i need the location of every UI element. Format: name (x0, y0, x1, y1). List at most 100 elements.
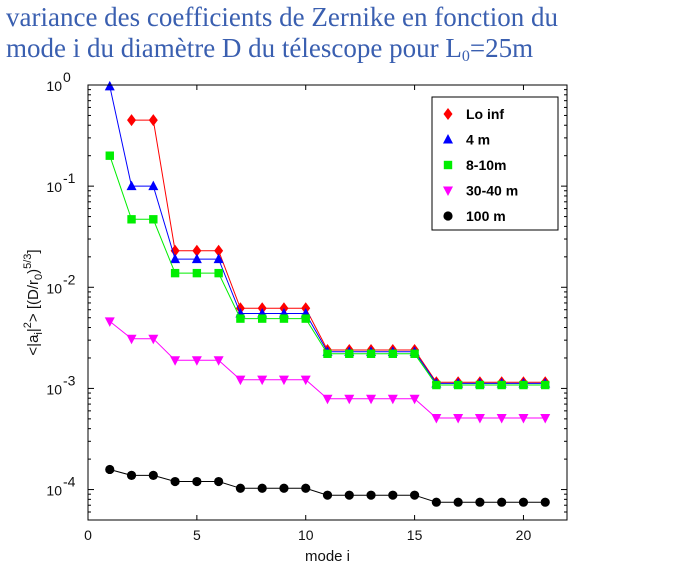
legend-marker (443, 211, 453, 221)
data-point (410, 349, 419, 358)
y-tick-label: 10 (46, 78, 62, 94)
y-tick-exponent: -2 (63, 271, 76, 287)
data-point (453, 497, 463, 507)
data-point (235, 483, 246, 493)
data-point (387, 394, 398, 405)
data-point (214, 476, 224, 487)
data-point (453, 380, 463, 390)
data-point (127, 215, 136, 224)
data-point (170, 253, 181, 264)
title-line-2-subscript: 0 (461, 48, 470, 65)
x-axis-label: mode i (305, 548, 350, 565)
data-point (322, 394, 333, 405)
data-point (127, 114, 137, 127)
x-tick-label: 5 (193, 527, 201, 543)
data-point (301, 483, 311, 493)
data-point (170, 356, 181, 366)
title-line-2: mode i du diamètre D du télescope pour L… (6, 33, 674, 65)
data-point (104, 317, 115, 327)
data-point (540, 497, 550, 507)
data-point (191, 253, 202, 264)
y-tick-label: 10 (46, 280, 62, 296)
data-point (213, 356, 224, 366)
data-point (192, 476, 202, 487)
data-point (126, 470, 137, 481)
legend: Lo inf 4 m 8-10m 30-40 m 100 m (431, 96, 559, 231)
data-point (104, 80, 115, 91)
data-point (192, 244, 202, 257)
data-point (214, 268, 223, 278)
data-point (279, 483, 289, 493)
x-tick-label: 20 (516, 527, 532, 543)
data-point (148, 334, 159, 345)
y-axis-label-part: ] (25, 249, 42, 253)
legend-label: 30-40 m (466, 183, 518, 199)
data-point (541, 380, 550, 390)
y-tick-exponent: -3 (63, 372, 76, 388)
legend-marker (443, 186, 453, 196)
title-line-2-main: mode i du diamètre D du télescope pour L (6, 33, 462, 63)
data-point (322, 490, 333, 500)
data-point (540, 413, 551, 424)
data-point (366, 394, 377, 405)
x-tick-label: 10 (298, 527, 314, 543)
data-point (279, 314, 289, 323)
y-axis-label-part: 2 (22, 322, 34, 328)
data-point (388, 349, 398, 358)
legend-label: 100 m (466, 208, 506, 224)
data-point (257, 314, 267, 323)
data-point (475, 380, 485, 390)
data-point (345, 349, 354, 358)
y-axis-label: <|ai|2> [(D/r0)5/3] (22, 249, 45, 355)
y-axis-label-part: i (33, 332, 45, 334)
data-point (453, 413, 464, 424)
data-point (475, 497, 485, 507)
series-3 (104, 317, 551, 424)
data-point (148, 180, 159, 191)
series-layer (104, 80, 551, 507)
data-point (518, 497, 529, 507)
data-point (300, 375, 311, 386)
data-point (170, 476, 180, 487)
y-tick-label: 10 (46, 179, 62, 195)
data-point (409, 394, 420, 405)
data-point (497, 380, 506, 390)
data-point (235, 375, 246, 386)
data-point (431, 413, 442, 424)
y-tick-exponent: 0 (63, 69, 71, 85)
data-point (519, 380, 528, 390)
data-point (432, 380, 441, 390)
data-point (257, 483, 267, 493)
data-point (301, 314, 310, 323)
y-tick-label: 10 (46, 381, 62, 397)
data-point (431, 497, 441, 507)
data-point (409, 490, 420, 500)
data-point (126, 334, 137, 345)
data-point (214, 244, 224, 257)
data-point (148, 470, 158, 481)
data-point (126, 180, 137, 191)
data-point (149, 215, 158, 224)
legend-label: 8-10m (466, 157, 506, 173)
data-point (236, 314, 245, 323)
legend-box (431, 96, 559, 231)
y-axis-label-part: <|a (25, 334, 42, 356)
data-point (192, 268, 202, 278)
series-2 (105, 151, 550, 390)
data-point (148, 114, 158, 127)
data-point (366, 490, 376, 500)
y-tick-label: 10 (46, 483, 62, 499)
y-axis-label-part: | (25, 328, 42, 332)
x-tick-label: 0 (84, 527, 92, 543)
legend-label: Lo inf (466, 106, 504, 122)
y-tick-exponent: -1 (63, 170, 76, 186)
data-point (518, 413, 529, 424)
x-tick-label: 15 (407, 527, 423, 543)
data-point (170, 244, 180, 257)
legend-marker (443, 160, 453, 170)
legend-marker (443, 108, 453, 120)
series-4 (105, 464, 550, 507)
data-point (213, 253, 224, 264)
chart-title: variance des coefficients de Zernike en … (6, 2, 674, 65)
